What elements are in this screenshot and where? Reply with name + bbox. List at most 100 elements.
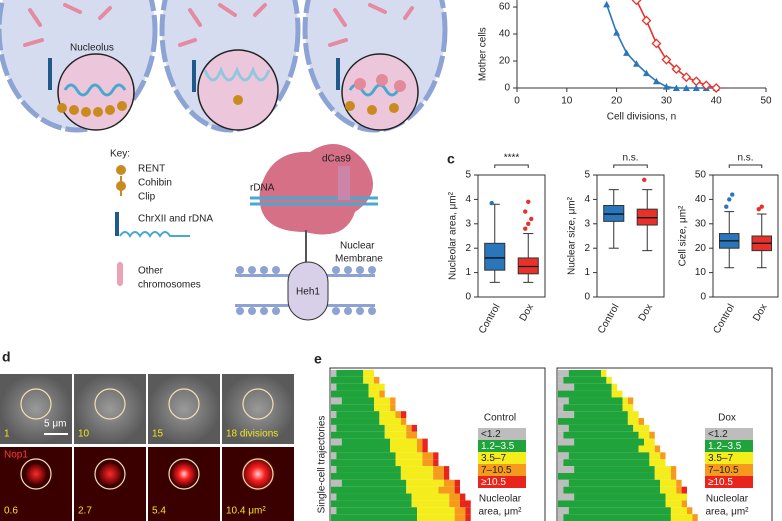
marker xyxy=(672,84,680,91)
trajectory-segment xyxy=(390,438,417,446)
trajectory-segment xyxy=(336,466,401,473)
y-tick-label: 2 xyxy=(584,243,590,254)
y-tick-label: 2 xyxy=(465,243,471,254)
y-tick-label: 3 xyxy=(465,218,471,229)
trajectory-segment xyxy=(558,404,564,412)
marker xyxy=(671,64,682,75)
cell-outline xyxy=(168,388,200,420)
legend-swatch xyxy=(478,476,526,488)
x-tick-label: Dox xyxy=(518,302,536,323)
y-tick-label: 20 xyxy=(695,243,707,254)
legend-swatch xyxy=(478,464,526,476)
y-tick-label: 50 xyxy=(695,170,707,181)
legend-swatch xyxy=(705,440,753,452)
trajectory-segment xyxy=(676,479,682,487)
trajectory-segment xyxy=(558,411,575,419)
y-tick-label: 20 xyxy=(499,56,511,67)
trajectory-segment xyxy=(627,411,639,419)
significance-bracket xyxy=(728,164,763,168)
x-tick-label: Control xyxy=(596,302,622,335)
trajectory-segment xyxy=(422,459,434,467)
trajectory-segment xyxy=(433,466,444,473)
trajectory-segment xyxy=(460,500,471,508)
marker xyxy=(652,77,660,85)
y-tick-label: 60 xyxy=(499,2,511,13)
line-chart: 0 20 40 60 0 10 20 30 40 50 Cell divisions, n Mothe… xyxy=(478,0,772,123)
nucleolus-signal xyxy=(171,461,197,487)
y-tick-label: 5 xyxy=(465,170,471,181)
trajectory-segment xyxy=(374,397,391,405)
trajectory-segment xyxy=(454,479,460,487)
trajectory-segment xyxy=(627,397,634,405)
trajectory-segment xyxy=(400,472,434,480)
marker xyxy=(691,76,702,87)
y-tick-label: 4 xyxy=(584,194,590,205)
scale-bar-label: 5 μm xyxy=(44,419,66,430)
trajectory-segment xyxy=(331,404,374,412)
plot-frame xyxy=(712,174,779,298)
trajectory-segment xyxy=(611,383,618,391)
trajectory-segment xyxy=(454,507,466,515)
x-tick-label: Control xyxy=(477,302,503,335)
trajectory-segment xyxy=(649,431,655,439)
legend-label: <1.2 xyxy=(481,429,501,440)
trajectory-segment xyxy=(665,493,687,501)
x-tick-label: 30 xyxy=(661,96,673,107)
trajectory-segment xyxy=(558,418,628,425)
key-item: RENT xyxy=(138,164,165,175)
trajectory-segment xyxy=(568,370,601,377)
trajectory-segment xyxy=(622,404,634,412)
trajectory-segment xyxy=(331,418,380,425)
box-chart: 0 1 2 3 4 5 Nuclear size, μm² n.s. Control Dox xyxy=(567,153,665,336)
trajectory-segment xyxy=(433,459,439,467)
legend-title: Nucleolar xyxy=(479,494,522,505)
trajectory-segment xyxy=(644,438,655,446)
trajectory-segment xyxy=(449,493,460,501)
trajectory-segment xyxy=(438,486,455,494)
legend-label: 3.5–7 xyxy=(481,453,506,464)
legend-label: ≥10.5 xyxy=(708,477,733,488)
y-tick-label: 1 xyxy=(465,267,471,278)
division-label: 10 xyxy=(78,429,90,440)
cell-outline xyxy=(20,458,52,490)
cell-diagrams: Nucleolus xyxy=(0,0,448,133)
trajectory-segment xyxy=(601,370,607,377)
x-tick-label: 0 xyxy=(514,96,520,107)
trajectory-segment xyxy=(660,479,677,487)
trajectory-segment xyxy=(390,397,396,405)
trajectory-segment xyxy=(331,397,342,405)
key-item: Clip xyxy=(138,192,156,203)
plot-frame xyxy=(329,367,546,521)
brightfield-image xyxy=(0,374,72,444)
trajectory-segment xyxy=(417,438,423,446)
legend-title: area, μm² xyxy=(479,507,523,518)
trajectory-segment xyxy=(622,397,628,405)
trajectory-segment xyxy=(563,459,650,467)
trajectory-segment xyxy=(563,486,661,494)
x-tick-label: Dox xyxy=(637,302,655,323)
significance-label: n.s. xyxy=(737,153,753,164)
trajectory-segment xyxy=(563,376,607,384)
trajectory-segment xyxy=(574,438,644,446)
trajectory-segment xyxy=(654,445,661,453)
key-item: ChrXII and rDNA xyxy=(138,214,213,225)
y-tick-label: 5 xyxy=(584,170,590,181)
cell-outline xyxy=(94,458,126,490)
trajectory-segment xyxy=(331,376,364,384)
y-axis-label: Single-cell trajectories xyxy=(317,416,328,514)
channel-label: Nop1 xyxy=(4,450,28,461)
x-tick-label: 20 xyxy=(611,96,623,107)
key: Key: RENT Cohibin Clip ChrXII and rDNA O… xyxy=(110,149,213,291)
legend-swatch xyxy=(705,452,753,464)
trajectory-segment xyxy=(558,472,655,480)
trajectory-segment xyxy=(574,466,655,473)
trajectory-segment xyxy=(384,424,407,432)
significance-bracket xyxy=(613,164,648,168)
trajectory-segment xyxy=(417,514,455,521)
trajectory-segment xyxy=(606,376,612,384)
trajectory-segment xyxy=(558,479,569,487)
trajectory-segment xyxy=(363,370,374,377)
y-tick-label: 40 xyxy=(695,194,707,205)
plot-frame xyxy=(477,174,546,298)
trajectory-segment xyxy=(558,500,666,508)
